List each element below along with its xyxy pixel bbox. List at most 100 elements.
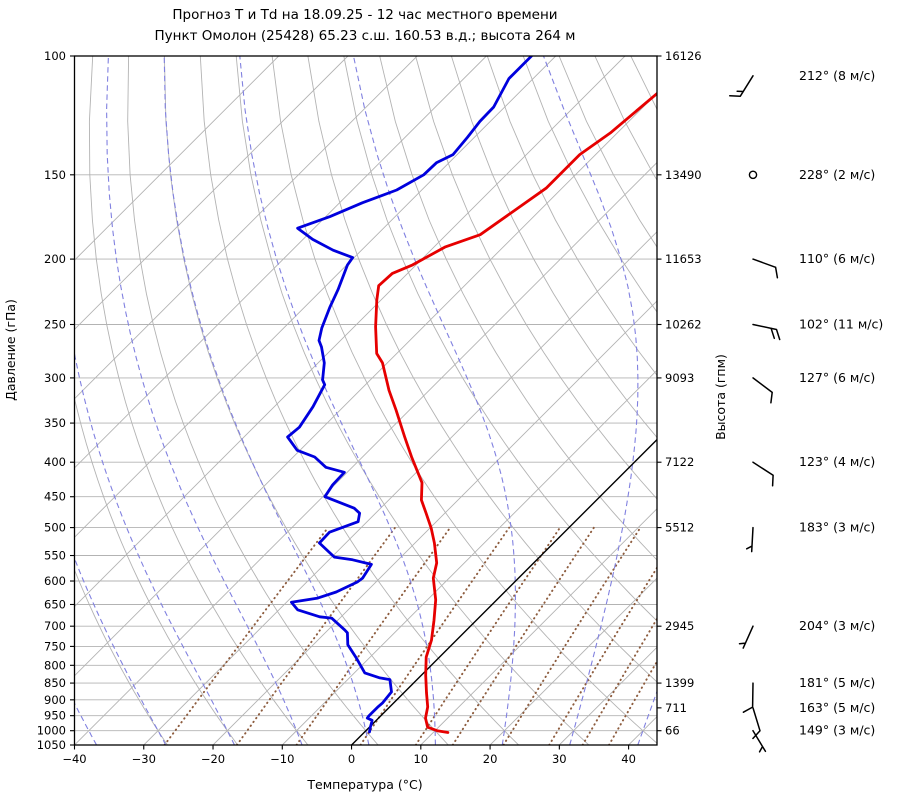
height-axis-label: Высота (гпм) — [713, 354, 728, 440]
height-tick-label: 2945 — [665, 619, 694, 633]
pressure-tick-label: 350 — [44, 416, 66, 430]
pressure-tick-label: 150 — [44, 168, 66, 182]
height-tick-label: 11653 — [665, 252, 702, 266]
isotherm-line — [74, 56, 557, 538]
dry-adiabat-line — [343, 56, 657, 622]
plot-border — [73, 55, 658, 746]
wind-label: 181° (5 м/с) — [799, 675, 875, 690]
temperature-tick-label: −40 — [62, 752, 86, 766]
dry-adiabat-line — [450, 56, 657, 439]
pressure-tick-label: 650 — [44, 598, 66, 612]
dry-adiabat-line — [415, 56, 657, 500]
moist-adiabat-line — [542, 56, 639, 745]
wind-label: 149° (3 м/с) — [799, 723, 875, 738]
wind-label: 102° (11 м/с) — [799, 317, 883, 332]
temperature-curve — [374, 91, 657, 734]
chart-title-line2: Пункт Омолон (25428) 65.23 с.ш. 160.53 в… — [155, 28, 576, 44]
dry-adiabat-line — [486, 56, 657, 377]
wind-barb-icon — [752, 323, 781, 341]
calm-wind-icon — [748, 170, 758, 180]
pressure-tick-label: 1050 — [37, 738, 66, 752]
height-tick-label: 5512 — [665, 521, 694, 535]
axis-ticks: 1001502002503003504004505005506006507007… — [37, 49, 702, 766]
pressure-tick-label: 250 — [44, 318, 66, 332]
pressure-tick-label: 750 — [44, 639, 66, 653]
temperature-tick-label: 20 — [483, 752, 498, 766]
wind-barb-icon — [752, 707, 761, 740]
temperature-axis-label: Температура (°C) — [306, 777, 422, 792]
pressure-tick-label: 550 — [44, 549, 66, 563]
wind-label: 212° (8 м/с) — [799, 68, 875, 83]
temperature-tick-label: 30 — [552, 752, 567, 766]
moist-adiabat-line — [74, 350, 235, 745]
wind-barb-icon — [738, 625, 754, 649]
wind-label: 123° (4 м/с) — [799, 454, 875, 469]
height-tick-label: 7122 — [665, 455, 694, 469]
height-tick-label: 711 — [665, 701, 687, 715]
mixing-ratio-line — [295, 526, 452, 745]
wind-barb-icon — [745, 526, 754, 553]
dry-adiabat-line — [74, 396, 238, 745]
height-tick-label: 9093 — [665, 371, 694, 385]
pressure-tick-label: 900 — [44, 693, 66, 707]
wind-barb-column: 212° (8 м/с) 228° (2 м/с) 110° (6 м/с) 102°… — [729, 68, 883, 753]
dewpoint-curve — [286, 56, 533, 734]
temperature-tick-label: 40 — [621, 752, 636, 766]
moist-adiabat-line — [74, 556, 167, 745]
pressure-tick-label: 300 — [44, 371, 66, 385]
mixing-ratio-line — [548, 566, 657, 745]
dry-adiabat-line — [307, 56, 657, 683]
height-tick-label: 1399 — [665, 676, 694, 690]
dry-adiabat-line — [235, 56, 590, 745]
pressure-tick-label: 850 — [44, 676, 66, 690]
wind-label: 228° (2 м/с) — [799, 167, 875, 182]
pressure-tick-label: 500 — [44, 521, 66, 535]
moist-adiabat-line — [637, 689, 657, 745]
moist-adiabat-line — [106, 56, 303, 745]
profile-curves — [286, 56, 657, 734]
zero-isotherm-line — [351, 438, 657, 745]
mixing-ratio-line — [235, 526, 397, 745]
pressure-tick-label: 600 — [44, 574, 66, 588]
pressure-tick-label: 400 — [44, 455, 66, 469]
mixing-ratio-line — [581, 616, 657, 745]
pressure-axis-label: Давление (гПа) — [3, 299, 18, 401]
isotherm-line — [74, 56, 280, 261]
temperature-tick-label: 10 — [413, 752, 428, 766]
isotherm-line — [74, 56, 349, 331]
graticule — [74, 56, 657, 745]
isotherm-line — [212, 300, 657, 745]
isotherm-line — [74, 56, 418, 400]
temperature-tick-label: −10 — [270, 752, 294, 766]
temperature-tick-label: −20 — [201, 752, 225, 766]
mixing-ratio-line — [414, 526, 561, 745]
wind-barb-icon — [752, 377, 773, 404]
temperature-tick-label: −30 — [132, 752, 156, 766]
isotherm-line — [74, 56, 487, 469]
pressure-tick-label: 450 — [44, 490, 66, 504]
height-tick-label: 16126 — [665, 49, 702, 63]
wind-label: 204° (3 м/с) — [799, 618, 875, 633]
wind-barb-icon — [752, 258, 779, 279]
moist-adiabat-line — [352, 56, 516, 745]
dry-adiabat-line — [88, 56, 309, 745]
wind-label: 183° (3 м/с) — [799, 520, 875, 535]
wind-barb-icon — [752, 461, 774, 487]
isotherm-line — [74, 161, 657, 745]
isotherm-line — [489, 577, 657, 745]
wind-barb-icon — [729, 75, 754, 97]
height-tick-label: 66 — [665, 724, 680, 738]
dry-adiabat-line — [127, 56, 379, 745]
dry-adiabat-line — [163, 56, 449, 745]
pressure-tick-label: 700 — [44, 619, 66, 633]
dry-adiabat-line — [379, 56, 657, 561]
moist-adiabat-line — [239, 56, 436, 745]
wind-label: 163° (5 м/с) — [799, 700, 875, 715]
pressure-tick-label: 950 — [44, 709, 66, 723]
mixing-ratio-line — [502, 526, 642, 745]
isotherm-line — [74, 92, 657, 677]
wind-barb-icon — [742, 682, 754, 713]
pressure-tick-label: 800 — [44, 658, 66, 672]
